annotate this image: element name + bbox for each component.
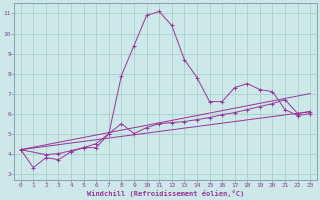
X-axis label: Windchill (Refroidissement éolien,°C): Windchill (Refroidissement éolien,°C) <box>87 190 244 197</box>
